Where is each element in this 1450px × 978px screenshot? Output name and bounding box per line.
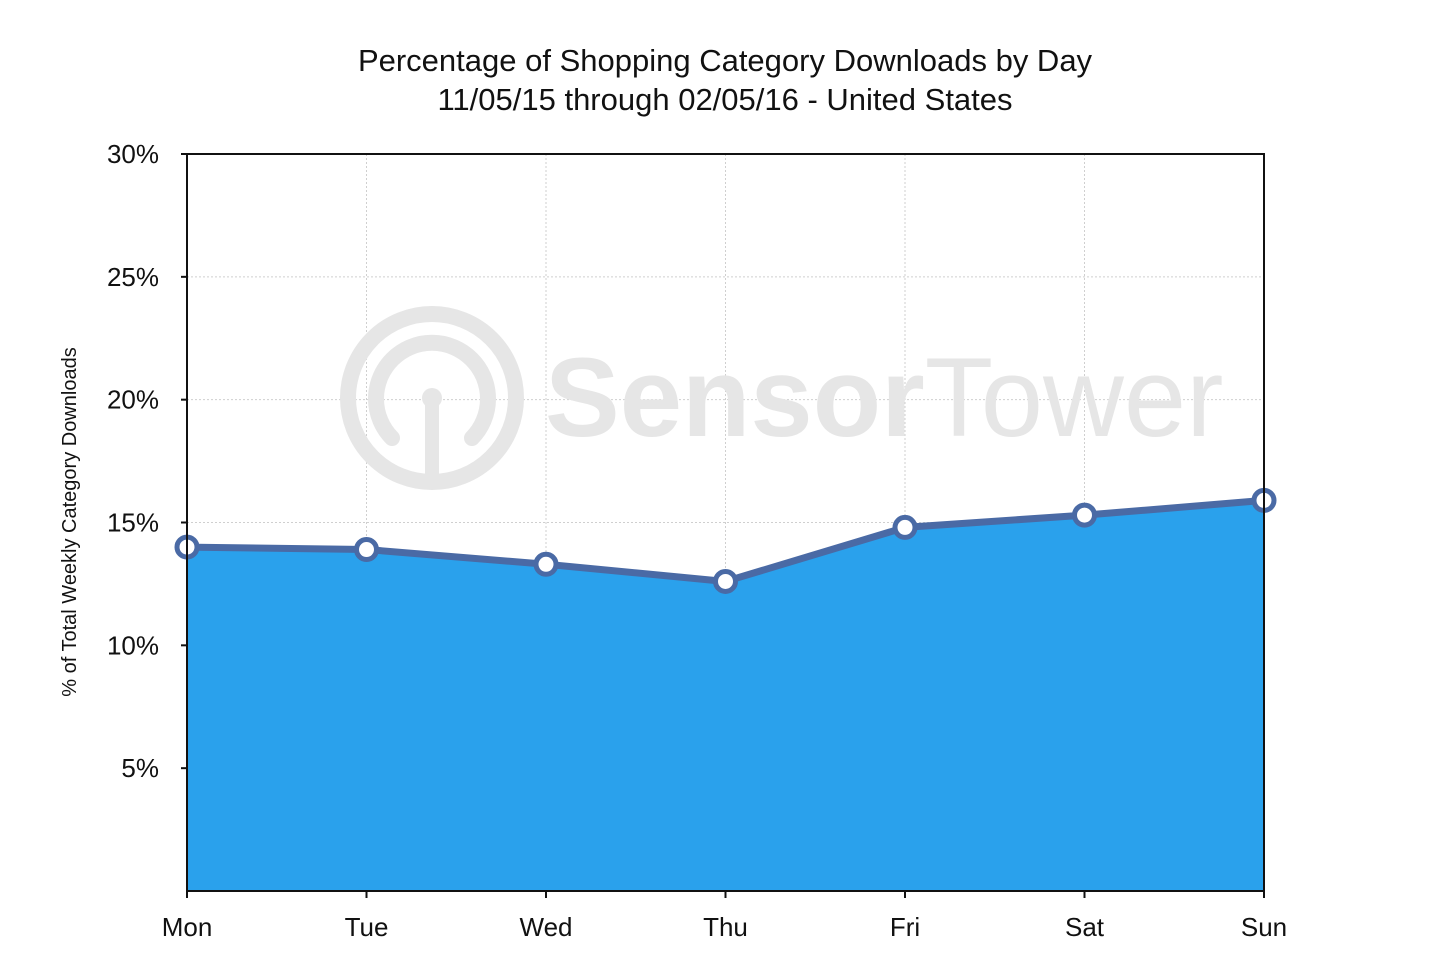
y-axis-label: % of Total Weekly Category Downloads [59,347,81,696]
y-tick-label-0: 5% [121,753,159,783]
watermark: SensorTower [340,306,1223,490]
x-tick-label-wed: Wed [520,912,573,942]
watermark-text: SensorTower [545,335,1223,460]
data-point-sat [1072,502,1097,528]
data-point-fri [892,514,918,540]
x-tick-label-fri: Fri [890,912,920,942]
watermark-brand-bold: Sensor [545,335,925,460]
sensortower-logo-icon [340,306,524,490]
y-tick-label-5: 30% [107,139,159,169]
chart-title: Percentage of Shopping Category Download… [358,43,1093,78]
y-tick-label-2: 15% [107,508,159,538]
data-point-wed [533,551,559,577]
y-tick-label-3: 20% [107,385,159,415]
data-point-tue [354,537,379,563]
logo-inner-arc [368,334,496,446]
data-point-thu [713,568,738,594]
y-tick-label-4: 25% [107,262,159,292]
x-tick-label-thu: Thu [703,912,748,942]
series-area-fill [187,500,1264,891]
x-tick-label-sun: Sun [1241,912,1287,942]
x-tick-label-sat: Sat [1065,912,1105,942]
y-tick-label-1: 10% [107,630,159,660]
logo-stem [425,400,439,482]
x-tick-label-tue: Tue [345,912,389,942]
axes: 5% 10% 15% 20% 25% 30% Mon Tue Wed Thu Fri Sat Sun [107,139,1287,942]
chart-subtitle: 11/05/15 through 02/05/16 - United State… [437,82,1012,117]
watermark-brand-light: Tower [925,335,1224,460]
x-tick-label-mon: Mon [162,912,213,942]
